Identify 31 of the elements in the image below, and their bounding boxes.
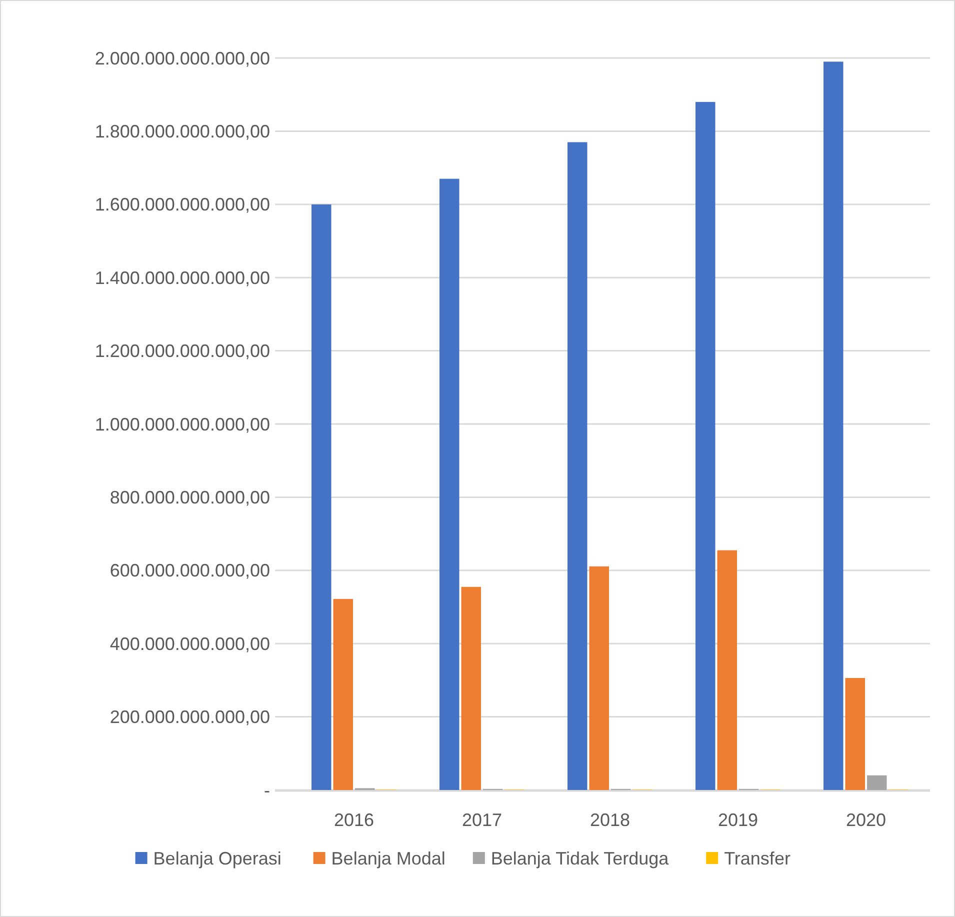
y-tick-label: 1.600.000.000.000,00 [94,194,270,215]
y-tick-label: 800.000.000.000,00 [110,488,270,508]
y-tick-label: 1.400.000.000.000,00 [94,268,270,288]
y-tick-label: 600.000.000.000,00 [110,560,270,581]
bar [867,775,887,790]
bar [439,178,460,790]
x-tick-label: 2017 [462,810,502,830]
bar [695,102,716,790]
x-tick-label: 2016 [334,810,374,830]
x-tick-label: 2020 [846,810,886,830]
y-tick-label: 2.000.000.000.000,00 [94,48,270,68]
y-tick-label: 1.200.000.000.000,00 [94,341,270,362]
legend-label: Belanja Operasi [153,848,282,868]
y-tick-label: 400.000.000.000,00 [110,634,270,654]
bar [589,566,609,790]
bar [311,204,332,790]
x-tick-label: 2018 [590,810,630,830]
y-tick-label: 200.000.000.000,00 [110,707,270,728]
legend-label: Transfer [724,848,790,868]
bar [845,678,865,790]
bar [823,62,844,790]
y-tick-label: - [264,780,270,800]
y-tick-label: 1.000.000.000.000,00 [94,414,270,434]
legend-label: Belanja Modal [331,848,446,868]
bar [461,586,481,790]
legend-label: Belanja Tidak Terduga [490,848,670,868]
bar [333,598,353,790]
bar [717,550,737,790]
y-tick-label: 1.800.000.000.000,00 [94,122,270,142]
bar [567,142,588,790]
x-tick-label: 2019 [718,810,758,830]
